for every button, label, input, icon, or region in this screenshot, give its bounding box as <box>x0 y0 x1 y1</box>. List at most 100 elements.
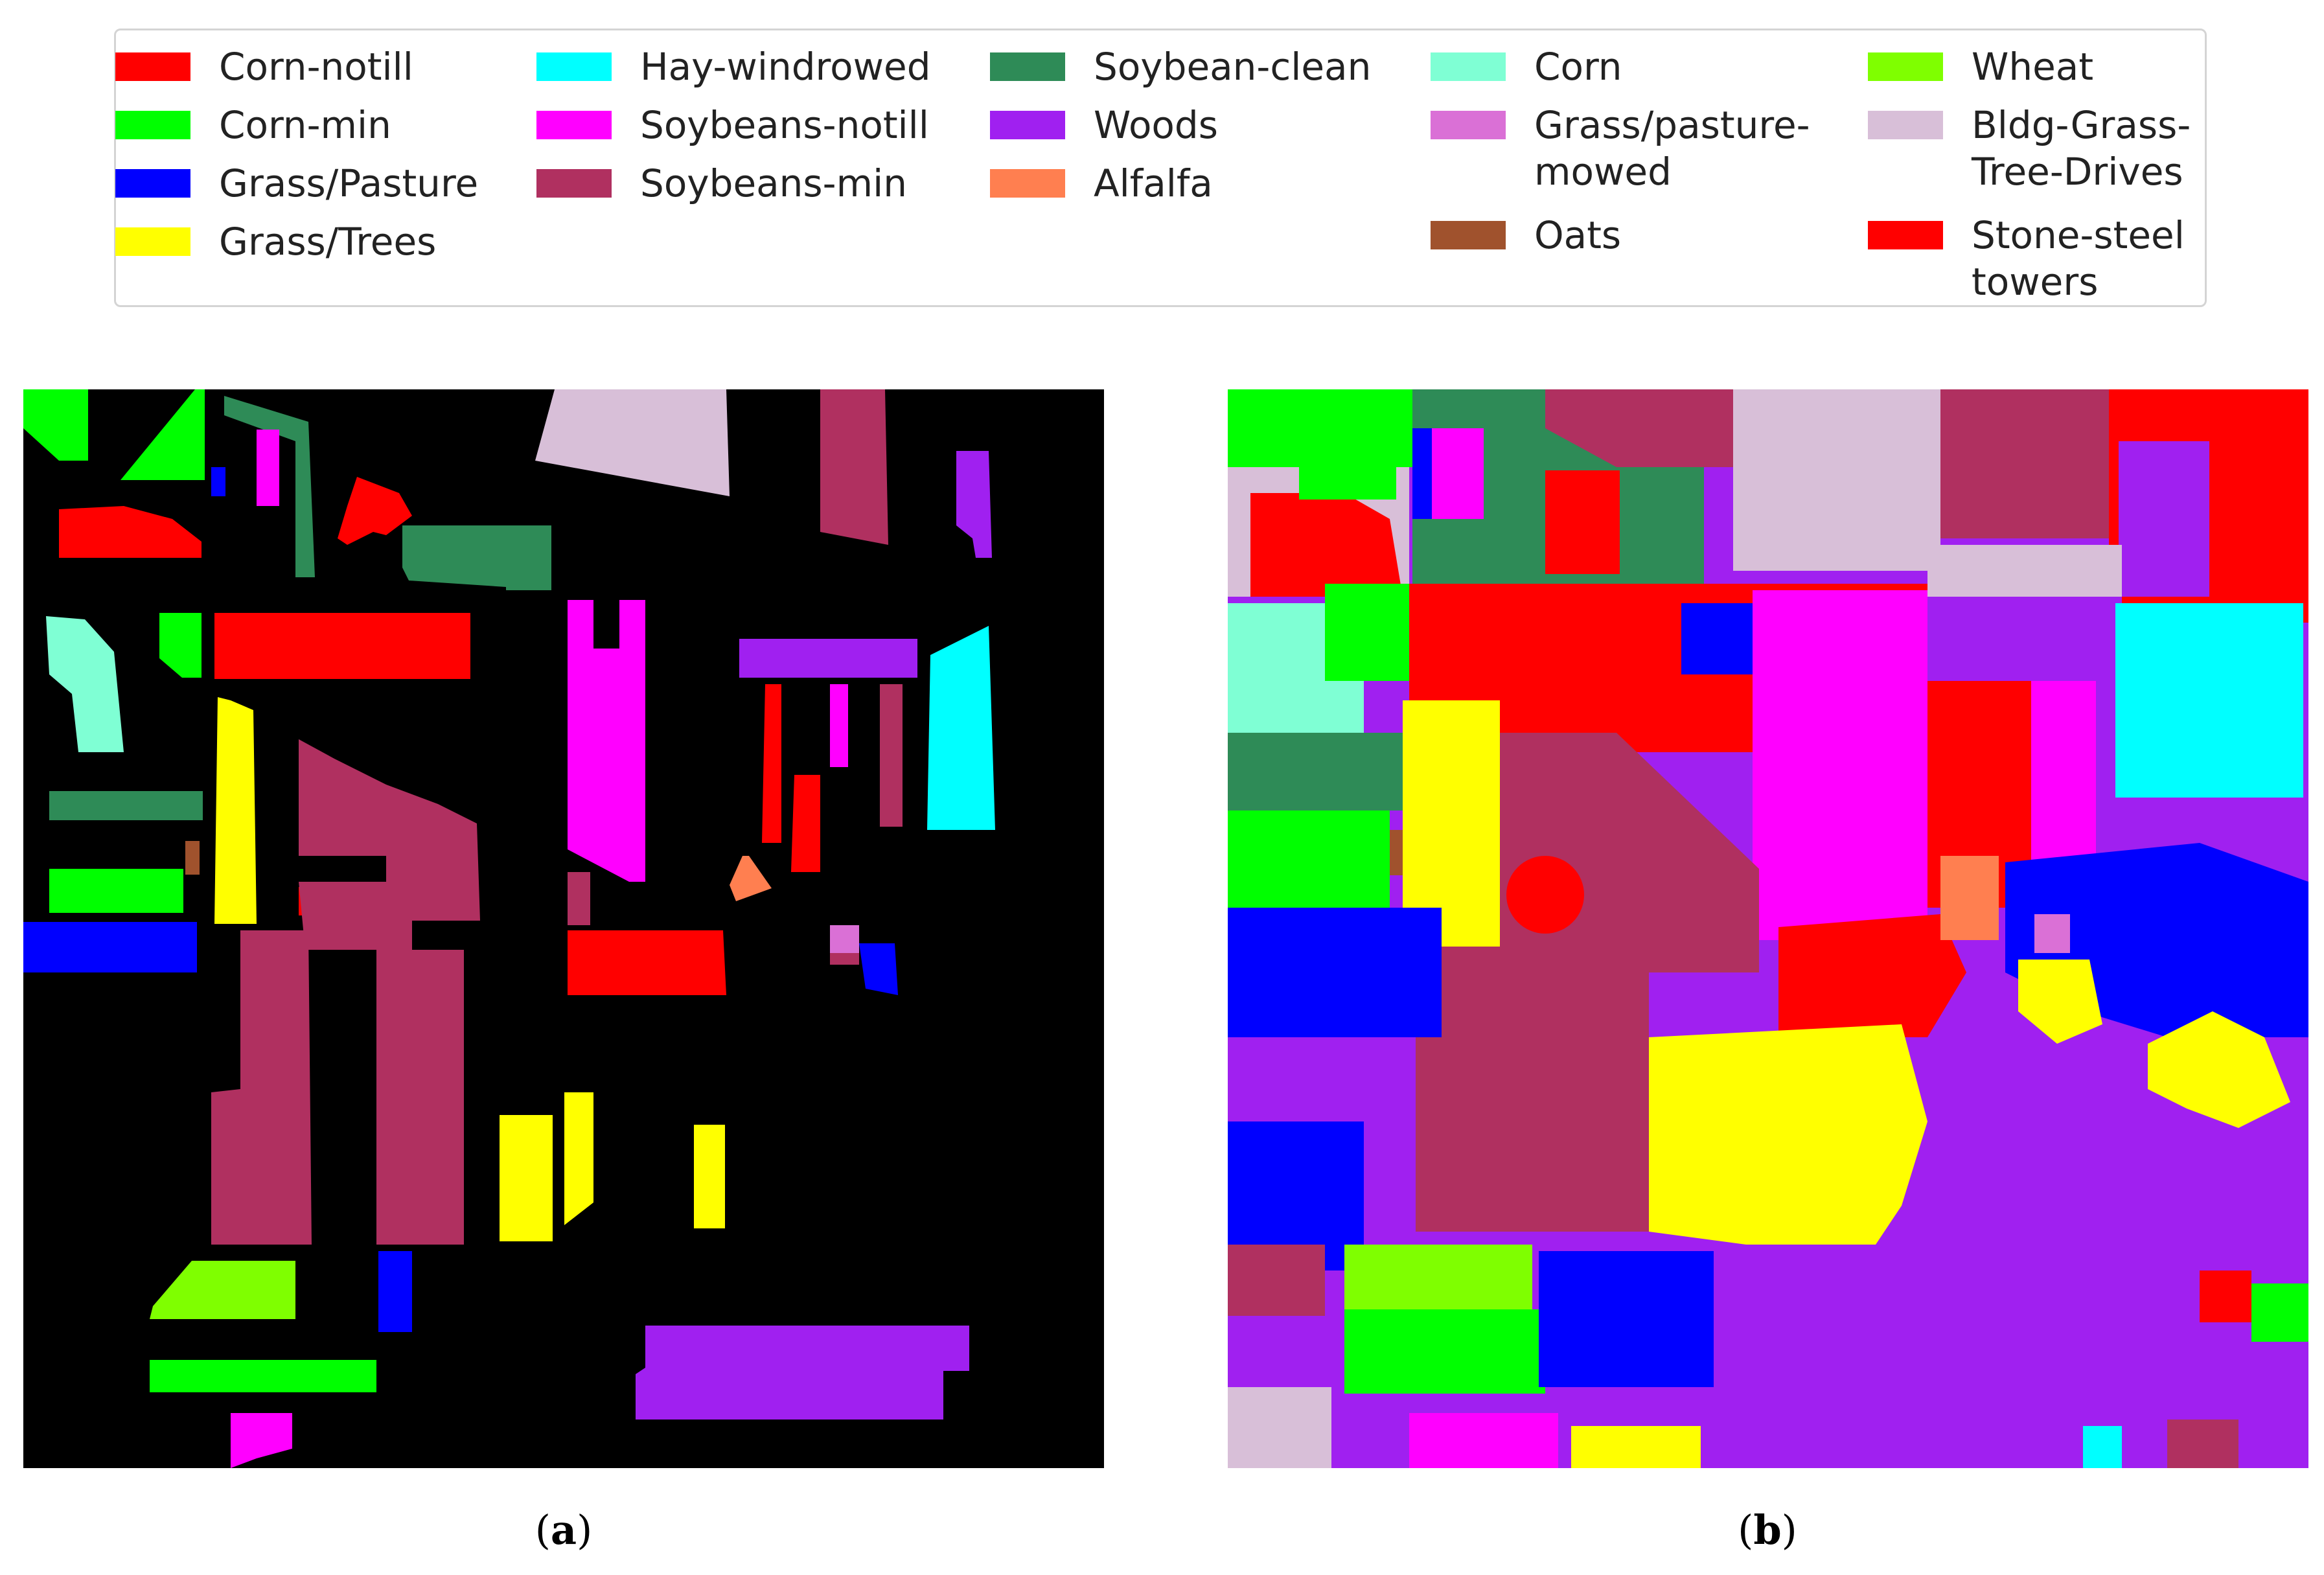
region-soybeans-min <box>2167 1420 2238 1468</box>
field-soybeans-notill <box>231 1413 292 1468</box>
field-corn-notill <box>791 775 820 872</box>
legend-swatch <box>1431 52 1506 81</box>
region-corn-min <box>1344 1309 1545 1394</box>
caption-a: (a) <box>499 1504 628 1556</box>
field-corn-min <box>23 389 88 461</box>
legend-swatch <box>536 111 612 139</box>
legend-item-corn: Corn <box>1431 43 1622 90</box>
legend-label: Corn-min <box>219 103 391 147</box>
field-hay-windrowed <box>927 626 995 830</box>
legend-label: Hay-windrowed <box>640 45 931 89</box>
legend-label: Soybeans-notill <box>640 103 929 147</box>
field-soybeans-min <box>820 389 888 545</box>
field-corn-min <box>121 389 205 480</box>
field-corn-notill <box>338 477 412 545</box>
field-corn-min <box>49 869 183 913</box>
region-grass-trees <box>2148 1011 2290 1128</box>
field-soybeans-notill <box>830 684 848 767</box>
caption-close-paren: ) <box>577 1506 593 1554</box>
legend-swatch <box>990 111 1065 139</box>
region-grass-pasture <box>1681 603 1753 674</box>
legend-item-hay-windrowed: Hay-windrowed <box>536 43 931 90</box>
field-soybeans-notill <box>257 430 279 506</box>
region-grass-pasture <box>1228 908 1442 1037</box>
field-soybean-clean <box>224 396 315 577</box>
region-corn-min <box>2251 1283 2308 1342</box>
caption-close-paren: ) <box>1781 1506 1797 1554</box>
legend-label: Bldg-Grass- Tree-Drives <box>1972 103 2191 194</box>
legend-label: Soybean-clean <box>1094 45 1372 89</box>
legend-item-bldg-grass-tree-drives: Bldg-Grass- Tree-Drives <box>1868 102 2191 195</box>
caption-letter: a <box>550 1506 577 1554</box>
region-grass-pasture <box>1539 1251 1714 1387</box>
field-soybeans-min <box>211 930 312 1245</box>
region-grass-trees <box>1571 1426 1701 1468</box>
region-bldg <box>1228 1387 1331 1468</box>
region-corn-notill <box>1250 493 1403 597</box>
legend-item-woods: Woods <box>990 102 1218 148</box>
field-corn-notill <box>568 930 726 995</box>
legend-label: Alfalfa <box>1094 161 1213 205</box>
field-grass-trees <box>214 697 257 924</box>
legend-swatch <box>536 52 612 81</box>
field-corn-min <box>150 1360 376 1392</box>
legend-label: Woods <box>1094 103 1218 147</box>
legend-label: Stone-steel towers <box>1972 213 2185 304</box>
ground-truth-map <box>23 389 1104 1468</box>
field-corn <box>46 616 124 752</box>
field-corn-min <box>159 613 201 678</box>
legend-swatch <box>115 169 190 198</box>
field-wheat <box>150 1261 295 1319</box>
field-soybean-clean <box>402 525 551 590</box>
region-grass-trees <box>1649 1024 1927 1245</box>
legend-label: Grass/Pasture <box>219 161 479 205</box>
field-woods <box>739 639 917 678</box>
region-wheat <box>1344 1245 1532 1316</box>
legend-item-corn-notill: Corn-notill <box>115 43 413 90</box>
region-grass-pasture <box>1412 428 1432 519</box>
region-soybeans-notill <box>1753 590 1927 940</box>
legend-box: Corn-notill Corn-min Grass/Pasture Grass/Tr… <box>114 29 2207 307</box>
region-grass-trees <box>2018 960 2102 1044</box>
field-grass-pasture <box>211 467 225 496</box>
region-corn-min <box>1325 584 1409 681</box>
caption-open-paren: ( <box>535 1506 551 1554</box>
field-soybeans-min <box>568 872 590 925</box>
legend-swatch <box>990 169 1065 198</box>
field-woods <box>956 451 992 558</box>
region-bldg <box>1733 389 1940 571</box>
region-corn-notill <box>1545 470 1620 574</box>
field-grass-trees <box>694 1125 725 1228</box>
legend-item-wheat: Wheat <box>1868 43 2093 90</box>
field-soybean-clean <box>49 791 203 820</box>
field-corn-notill <box>59 506 201 558</box>
classification-map <box>1228 389 2308 1468</box>
region-corn-min <box>1299 441 1396 500</box>
legend-label: Corn-notill <box>219 45 413 89</box>
region-soybeans-min <box>1940 389 2109 538</box>
legend-item-oats: Oats <box>1431 212 1621 259</box>
field-grass-pasture <box>859 943 898 995</box>
field-soybeans-notill <box>568 600 645 882</box>
legend-swatch <box>115 111 190 139</box>
region-soybeans-notill <box>1409 1413 1558 1468</box>
field-oats <box>185 841 200 875</box>
legend-label: Wheat <box>1972 45 2094 89</box>
caption-letter: b <box>1753 1506 1782 1554</box>
region-woods <box>2119 441 2209 597</box>
legend-swatch <box>990 52 1065 81</box>
region-corn-notill <box>2200 1270 2251 1322</box>
legend-swatch <box>1431 221 1506 249</box>
legend-swatch <box>1868 52 1943 81</box>
field-grass-trees <box>500 1115 553 1241</box>
legend-item-alfalfa: Alfalfa <box>990 160 1213 207</box>
field-corn-notill <box>762 684 781 843</box>
region-corn-notill <box>1506 856 1584 934</box>
legend-item-soybean-clean: Soybean-clean <box>990 43 1371 90</box>
field-soybeans-min <box>880 684 903 827</box>
region-soybeans-notill <box>2031 681 2096 875</box>
field-grass-trees <box>564 1092 593 1225</box>
legend-label: Soybeans-min <box>640 161 907 205</box>
region-soybean-clean <box>1228 733 1409 810</box>
legend-item-stone-steel-towers: Stone-steel towers <box>1868 212 2185 305</box>
